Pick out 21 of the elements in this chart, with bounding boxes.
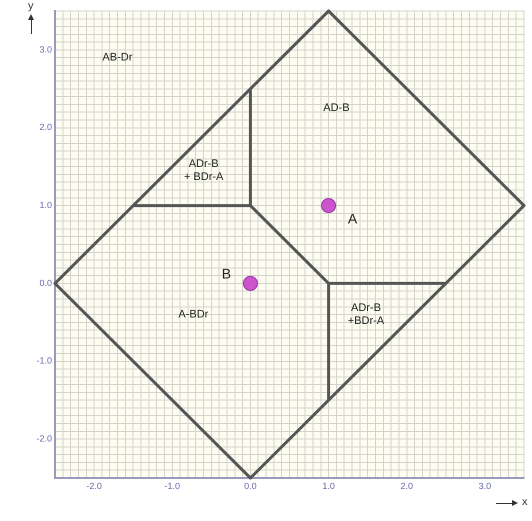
x-tick-label: -1.0 — [164, 480, 180, 491]
annotation: AD-B — [323, 102, 350, 114]
y-tick-label: -1.0 — [36, 356, 52, 366]
y-tick-label: 1.0 — [39, 200, 52, 210]
x-tick-label: 1.0 — [322, 480, 335, 491]
x-tick-label: 2.0 — [400, 480, 414, 491]
x-tick-label: 3.0 — [478, 480, 492, 491]
y-tick-label: -2.0 — [36, 434, 52, 444]
annotation: AB-Dr — [102, 52, 133, 64]
annotation: A-BDr — [178, 308, 209, 321]
x-axis-title: x — [522, 496, 528, 508]
annotation: ADr-B +BDr-A — [348, 302, 385, 328]
x-tick-label: 0.0 — [244, 480, 257, 491]
series-label: B — [222, 265, 232, 282]
y-tick-label: 3.0 — [39, 44, 52, 54]
series-label: A — [348, 210, 358, 226]
x-tick-label: -2.0 — [86, 480, 102, 491]
y-tick-label: 0.0 — [39, 278, 52, 288]
annotation: ADr-B + BDr-A — [184, 158, 224, 184]
y-axis-title: y — [28, 0, 34, 12]
y-tick-label: 2.0 — [39, 122, 52, 132]
